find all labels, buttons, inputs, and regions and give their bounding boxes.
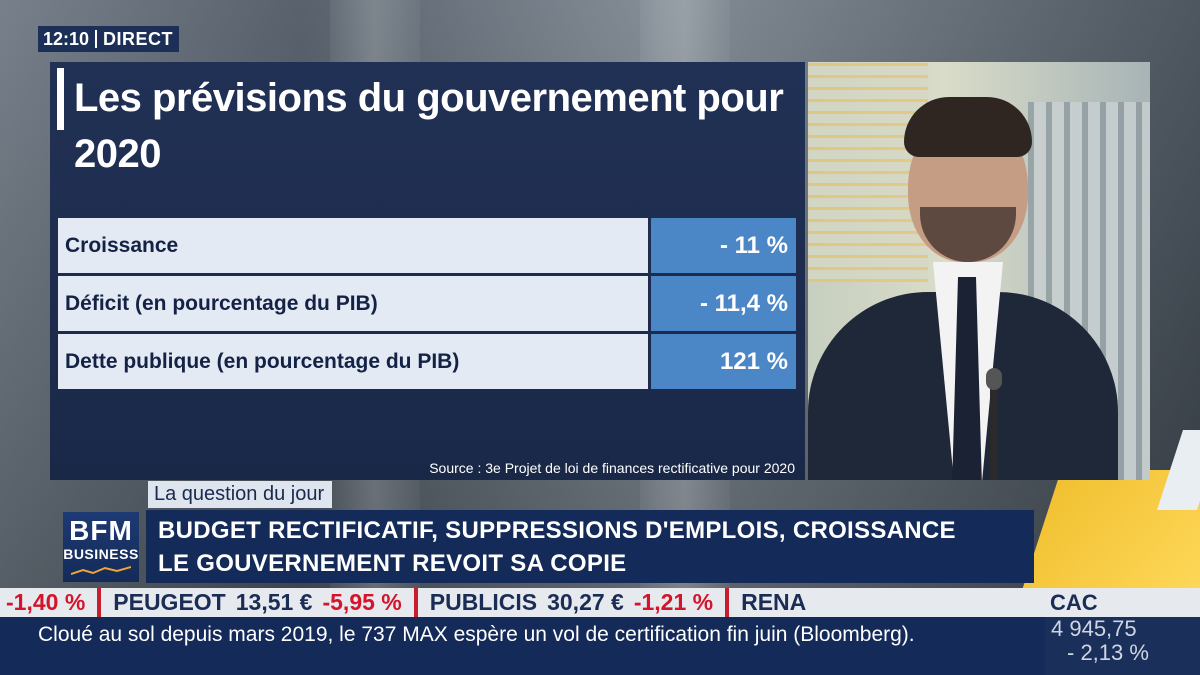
presenter-beard <box>920 207 1016 262</box>
ticker-price: 30,27 € <box>547 589 624 615</box>
ticker-divider <box>413 588 418 617</box>
ticker-change: -1,21 % <box>633 589 714 615</box>
live-label: DIRECT <box>103 29 174 49</box>
channel-logo: BFM BUSINESS <box>63 512 139 582</box>
presenter-video <box>808 62 1150 480</box>
ticker-item: PEUGEOT 13,51 € -5,95 % <box>113 588 411 617</box>
index-value: 4 945,75 <box>1051 616 1137 641</box>
background-screen <box>808 62 928 282</box>
clock-separator <box>95 30 98 48</box>
ticker-name: RENA <box>741 589 807 615</box>
ticker-divider <box>725 588 730 617</box>
row-value: - 11,4 % <box>651 276 796 331</box>
ticker-name: PUBLICIS <box>429 589 538 615</box>
table-row: Croissance - 11 % <box>58 218 796 273</box>
row-value: 121 % <box>651 334 796 389</box>
title-accent-bar <box>57 68 64 130</box>
logo-wave-icon <box>71 566 131 575</box>
table-row: Déficit (en pourcentage du PIB) - 11,4 % <box>58 276 796 331</box>
headline-line-2: LE GOUVERNEMENT REVOIT SA COPIE <box>158 550 627 577</box>
forecast-table: Croissance - 11 % Déficit (en pourcentag… <box>58 218 796 392</box>
headline-banner: BUDGET RECTIFICATIF, SUPPRESSIONS D'EMPL… <box>146 510 1034 583</box>
broadcast-time: 12:10 <box>43 29 90 49</box>
forecast-panel: Les prévisions du gouvernement pour 2020… <box>50 62 805 480</box>
index-box: CAC 4 945,75 - 2,13 % <box>1045 588 1200 675</box>
source-note: Source : 3e Projet de loi de finances re… <box>429 460 795 476</box>
ticker-item: PUBLICIS 30,27 € -1,21 % <box>430 588 723 617</box>
logo-text-sub: BUSINESS <box>63 546 139 562</box>
stock-ticker: -1,40 % PEUGEOT 13,51 € -5,95 % PUBLICIS… <box>0 588 1045 617</box>
live-clock-badge: 12:10 DIRECT <box>38 26 180 52</box>
headline-line-1: BUDGET RECTIFICATIF, SUPPRESSIONS D'EMPL… <box>158 517 956 544</box>
row-value: - 11 % <box>651 218 796 273</box>
index-name: CAC <box>1045 588 1200 617</box>
index-change: - 2,13 % <box>1067 640 1149 665</box>
row-label: Croissance <box>58 218 648 273</box>
ticker-name: PEUGEOT <box>113 589 226 615</box>
ticker-price: 13,51 € <box>235 589 313 615</box>
logo-text-main: BFM <box>69 515 133 546</box>
topic-label: La question du jour <box>148 481 333 508</box>
microphone-icon <box>986 368 1002 390</box>
ticker-divider <box>97 588 102 617</box>
row-label: Déficit (en pourcentage du PIB) <box>58 276 648 331</box>
ticker-change: -1,40 % <box>6 589 86 615</box>
microphone-stand <box>990 372 998 480</box>
ticker-item: RENA <box>741 588 816 617</box>
ticker-change: -5,95 % <box>322 589 402 615</box>
panel-title: Les prévisions du gouvernement pour 2020 <box>74 76 784 176</box>
presenter-hair <box>904 97 1032 157</box>
news-crawl: Cloué au sol depuis mars 2019, le 737 MA… <box>0 617 1045 675</box>
row-label: Dette publique (en pourcentage du PIB) <box>58 334 648 389</box>
table-row: Dette publique (en pourcentage du PIB) 1… <box>58 334 796 389</box>
